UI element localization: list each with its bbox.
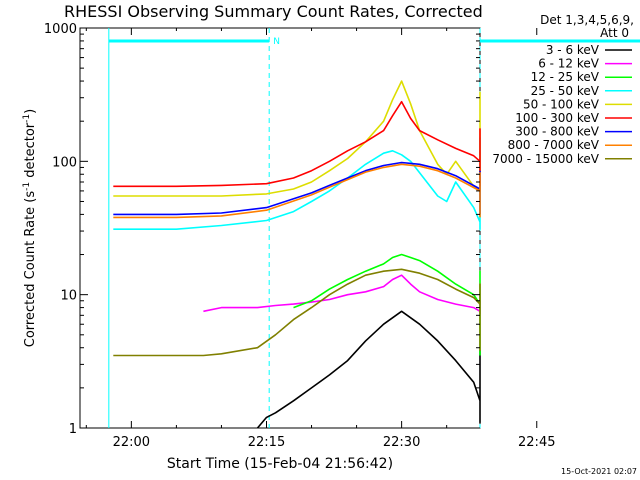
series-line-3 [113, 137, 481, 230]
series-line-5 [113, 100, 481, 188]
y-axis-label-sup-2: -1 [22, 114, 32, 123]
chart-title: RHESSI Observing Summary Count Rates, Co… [64, 2, 483, 21]
series-line-8 [113, 268, 481, 357]
y-axis-label-part-1: Corrected Count Rate (s [23, 191, 38, 348]
series-line-0 [256, 310, 481, 429]
series-line-2 [293, 253, 481, 356]
legend-label-3: 25 - 50 keV [531, 84, 600, 98]
legend-title-line-2: Att 0 [600, 26, 629, 40]
night-label-0: N [273, 37, 280, 47]
y-tick-label-1: 10 [60, 289, 77, 304]
series-line-1 [203, 274, 481, 315]
legend-label-5: 100 - 300 keV [515, 111, 599, 125]
series-lines [113, 80, 481, 429]
x-tick-label-3: 22:45 [518, 435, 555, 450]
x-axis-label: Start Time (15-Feb-04 21:56:42) [167, 456, 393, 472]
legend-label-4: 50 - 100 keV [523, 97, 600, 111]
plot-frame [79, 27, 481, 429]
legend-label-1: 6 - 12 keV [538, 57, 600, 71]
y-axis-label-part-2: detector [23, 122, 38, 182]
axes: 22:0022:1522:3022:4523:0023:1523:3011010… [44, 22, 556, 450]
x-tick-label-2: 22:30 [383, 435, 420, 450]
y-tick-label-3: 1000 [44, 22, 77, 37]
y-tick-label-0: 1 [69, 422, 77, 437]
footer-timestamp: 15-Oct-2021 02:07 [561, 467, 637, 476]
legend-label-0: 3 - 6 keV [546, 43, 600, 57]
y-axis-label-sup-1: -1 [22, 182, 32, 191]
y-tick-label-2: 100 [52, 155, 77, 170]
legend-label-7: 800 - 7000 keV [508, 138, 600, 152]
y-axis-label-part-3: ) [23, 109, 38, 114]
legend-label-6: 300 - 800 keV [515, 125, 599, 139]
legend-title-line-1: Det 1,3,4,5,6,9, [540, 13, 634, 27]
legend-label-2: 12 - 25 keV [531, 70, 600, 84]
x-tick-label-1: 22:15 [248, 435, 285, 450]
legend-label-8: 7000 - 15000 keV [492, 152, 599, 166]
y-axis-label: Corrected Count Rate (s-1 detector-1) [22, 109, 38, 347]
x-tick-label-0: 22:00 [113, 435, 150, 450]
